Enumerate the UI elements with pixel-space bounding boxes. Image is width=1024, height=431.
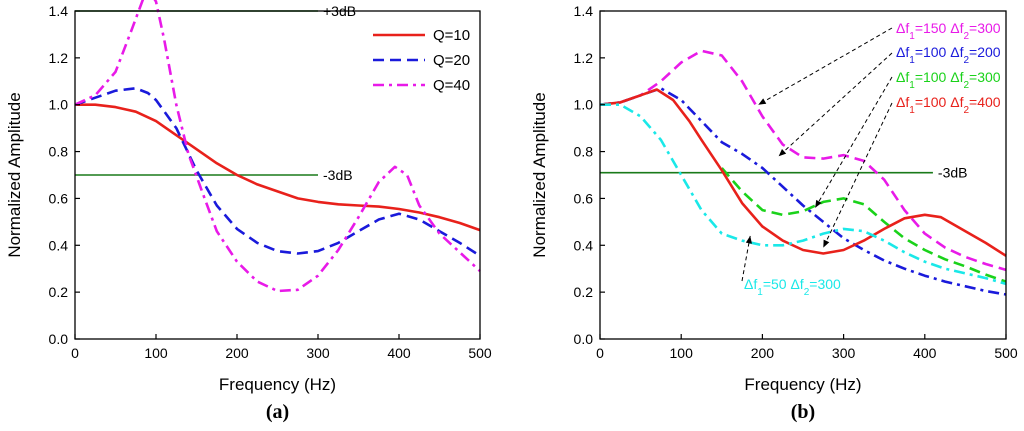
annotation-label: Δf1=100 Δf2=300 (896, 69, 1001, 91)
series-line (600, 103, 1007, 286)
y-tick-label: 0.8 (574, 144, 594, 160)
annotation-label: Δf1=50 Δf2=300 (744, 276, 841, 298)
series-line (74, 0, 481, 293)
series-line (599, 88, 1007, 257)
x-axis-label: Frequency (Hz) (219, 375, 336, 394)
annotation-arrow (741, 235, 751, 282)
legend-entry: Q=20 (433, 52, 470, 69)
x-tick-label: 300 (306, 345, 330, 361)
x-tick-label: 100 (670, 345, 694, 361)
x-tick-label: 0 (71, 345, 79, 361)
x-tick-label: 500 (994, 345, 1018, 361)
x-tick-label: 200 (751, 345, 775, 361)
y-tick-label: 1.2 (49, 50, 69, 66)
annotation-arrow (758, 27, 893, 106)
plot-frame (599, 10, 1007, 340)
legend-entry: Q=40 (433, 77, 470, 94)
legend-entry: Q=10 (433, 27, 470, 44)
y-tick-label: 0.4 (574, 237, 594, 253)
annotation-label: Δf1=100 Δf2=400 (896, 94, 1001, 116)
annotation-arrowhead (758, 98, 767, 105)
panel-b: -3dB 0 100 200 300 400 500 0.0 0.2 0.4 0.6 0.8 1.0 1.… (530, 3, 1018, 423)
reference-line-label: -3dB (938, 165, 968, 181)
x-tick-label: 400 (913, 345, 937, 361)
x-tick-label: 100 (144, 345, 168, 361)
y-tick-label: 1.4 (49, 3, 69, 19)
y-tick-label: 0.6 (574, 190, 594, 206)
annotation-arrow (814, 76, 893, 209)
y-axis-label: Normalized Amplitude (530, 92, 549, 257)
x-tick-label: 200 (225, 345, 249, 361)
annotation-arrow (822, 102, 893, 248)
x-tick-label: 400 (387, 345, 411, 361)
annotation-label: Δf1=150 Δf2=300 (896, 20, 1001, 42)
series-line (720, 167, 1007, 283)
y-tick-label: 1.0 (574, 97, 594, 113)
y-tick-label: 0.8 (49, 144, 69, 160)
annotation-arrow (778, 52, 893, 157)
y-tick-label: 1.0 (49, 97, 69, 113)
x-axis-label: Frequency (Hz) (744, 375, 861, 394)
y-axis-label: Normalized Amplitude (5, 92, 24, 257)
reference-line-label: -3dB (323, 167, 353, 183)
annotation-arrowhead (815, 199, 822, 208)
annotation-arrowhead (745, 235, 752, 244)
y-tick-label: 0.6 (49, 190, 69, 206)
panel-label: (b) (791, 401, 815, 423)
annotation-arrowhead (778, 148, 787, 157)
series-line (74, 87, 481, 257)
y-tick-label: 0.0 (574, 331, 594, 347)
panel-label: (a) (266, 401, 289, 423)
y-tick-label: 1.4 (574, 3, 594, 19)
y-tick-label: 0.2 (574, 284, 594, 300)
y-tick-label: 0.4 (49, 237, 69, 253)
annotation-arrowhead (823, 239, 830, 248)
series-line (75, 103, 481, 232)
y-tick-label: 1.2 (574, 50, 594, 66)
x-tick-label: 300 (832, 345, 856, 361)
y-tick-label: 0.0 (49, 331, 69, 347)
annotation-label: Δf1=100 Δf2=200 (896, 44, 1001, 66)
y-tick-label: 0.2 (49, 284, 69, 300)
series-line (599, 87, 1007, 296)
series-line (599, 49, 1007, 272)
plot-frame (74, 10, 481, 340)
x-tick-label: 500 (468, 345, 492, 361)
x-tick-label: 0 (596, 345, 604, 361)
